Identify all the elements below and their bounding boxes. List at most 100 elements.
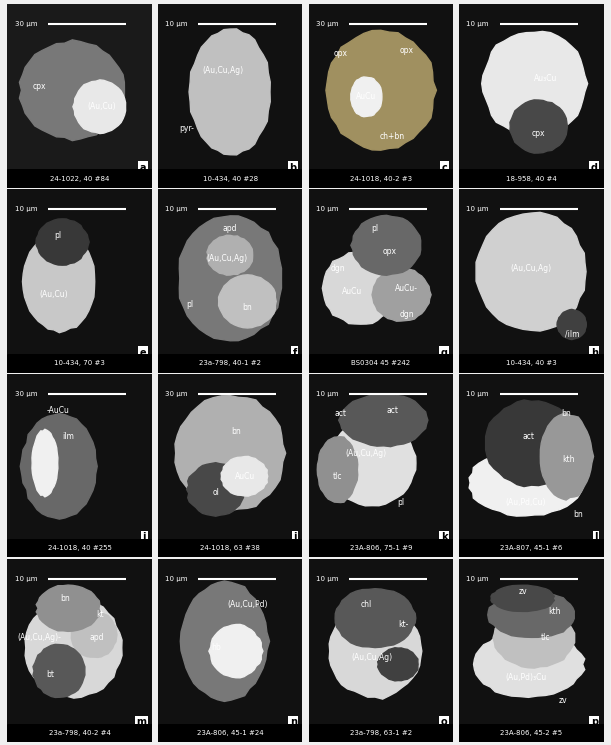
Text: Au₃Cu: Au₃Cu <box>534 74 558 83</box>
Text: apd: apd <box>90 633 104 642</box>
Text: act: act <box>522 432 535 441</box>
Text: 10 μm: 10 μm <box>316 576 338 582</box>
Polygon shape <box>20 413 97 519</box>
Polygon shape <box>540 413 593 500</box>
Polygon shape <box>180 581 269 701</box>
Polygon shape <box>481 31 588 136</box>
Text: 10 μm: 10 μm <box>466 576 489 582</box>
Text: pl: pl <box>54 231 62 240</box>
Text: 10 μm: 10 μm <box>165 22 188 28</box>
Text: p: p <box>591 717 598 727</box>
Text: a: a <box>139 163 146 173</box>
Polygon shape <box>351 77 382 117</box>
Text: (Au,Cu,Ag): (Au,Cu,Ag) <box>351 653 393 662</box>
Text: AuCu: AuCu <box>356 92 376 101</box>
Polygon shape <box>378 647 418 681</box>
Text: opx: opx <box>334 49 347 58</box>
Text: kt: kt <box>96 610 104 619</box>
Polygon shape <box>179 216 282 340</box>
Text: 24-1018, 40-2 #3: 24-1018, 40-2 #3 <box>349 176 412 182</box>
Text: pl: pl <box>398 498 404 507</box>
Text: 10 μm: 10 μm <box>466 391 489 397</box>
Polygon shape <box>317 437 357 503</box>
Text: opx: opx <box>400 46 414 55</box>
Text: (Au,Pd)₃Cu: (Au,Pd)₃Cu <box>505 673 546 682</box>
Text: 23A-806, 45-1 #24: 23A-806, 45-1 #24 <box>197 730 263 736</box>
Text: o: o <box>441 717 447 727</box>
Text: BS0304 45 #242: BS0304 45 #242 <box>351 361 411 367</box>
Text: cpx: cpx <box>532 129 546 138</box>
Polygon shape <box>20 39 125 141</box>
Text: (Au,Cu): (Au,Cu) <box>87 102 115 111</box>
Text: pl: pl <box>371 224 379 233</box>
Polygon shape <box>476 212 586 331</box>
Text: bn: bn <box>573 510 582 519</box>
Polygon shape <box>474 631 585 697</box>
Text: (Au,Cu,Ag)-: (Au,Cu,Ag)- <box>17 633 61 642</box>
Polygon shape <box>491 586 554 612</box>
Polygon shape <box>175 396 286 510</box>
Text: dgn: dgn <box>400 310 414 319</box>
Polygon shape <box>71 612 117 657</box>
Text: 10-434, 40 #28: 10-434, 40 #28 <box>203 176 258 182</box>
Text: m: m <box>136 717 146 727</box>
Polygon shape <box>73 80 126 133</box>
Text: zv: zv <box>559 696 568 705</box>
Text: /ilm: /ilm <box>565 330 579 339</box>
Text: 30 μm: 30 μm <box>316 22 338 28</box>
Polygon shape <box>493 608 575 668</box>
Polygon shape <box>557 309 587 340</box>
Text: dgn: dgn <box>330 264 345 273</box>
Text: c: c <box>442 163 447 173</box>
Text: 10 μm: 10 μm <box>466 206 489 212</box>
Text: 23a-798, 40-1 #2: 23a-798, 40-1 #2 <box>199 361 261 367</box>
Text: (Au,Cu,Ag): (Au,Cu,Ag) <box>511 264 552 273</box>
Polygon shape <box>25 597 122 698</box>
Text: i: i <box>142 533 146 542</box>
Text: opx: opx <box>382 247 397 256</box>
Text: pyr-: pyr- <box>180 124 194 133</box>
Text: chl: chl <box>360 600 372 609</box>
Polygon shape <box>329 603 422 699</box>
Polygon shape <box>36 219 89 265</box>
Text: e: e <box>139 348 146 358</box>
Text: bn: bn <box>60 594 70 603</box>
Text: (Au,Pd,Cu): (Au,Pd,Cu) <box>505 498 546 507</box>
Text: hb: hb <box>211 644 221 653</box>
Text: 24-1018, 63 #38: 24-1018, 63 #38 <box>200 545 260 551</box>
Polygon shape <box>335 589 415 647</box>
Polygon shape <box>32 429 58 497</box>
Text: h: h <box>591 348 598 358</box>
Polygon shape <box>209 624 263 678</box>
Text: tlc: tlc <box>541 633 551 642</box>
Text: 23A-806, 45-2 #5: 23A-806, 45-2 #5 <box>500 730 563 736</box>
Text: kth: kth <box>548 607 561 616</box>
Text: (Au,Cu,Ag): (Au,Cu,Ag) <box>346 448 387 457</box>
Polygon shape <box>186 463 244 516</box>
Text: kt-: kt- <box>399 621 409 630</box>
Text: n: n <box>290 717 297 727</box>
Polygon shape <box>36 585 100 631</box>
Text: ol: ol <box>212 488 219 497</box>
Text: 23A-806, 75-1 #9: 23A-806, 75-1 #9 <box>349 545 412 551</box>
Text: 23a-798, 40-2 #4: 23a-798, 40-2 #4 <box>49 730 111 736</box>
Text: 23A-807, 45-1 #6: 23A-807, 45-1 #6 <box>500 545 563 551</box>
Text: cpx: cpx <box>32 83 46 92</box>
Text: 10-434, 40 #3: 10-434, 40 #3 <box>506 361 557 367</box>
Polygon shape <box>207 235 252 275</box>
Text: 10 μm: 10 μm <box>316 206 338 212</box>
Text: apd: apd <box>223 224 238 233</box>
Text: 30 μm: 30 μm <box>15 22 37 28</box>
Text: act: act <box>334 409 346 418</box>
Polygon shape <box>221 457 268 496</box>
Text: d: d <box>591 163 598 173</box>
Text: 10 μm: 10 μm <box>15 206 37 212</box>
Polygon shape <box>23 230 95 333</box>
Text: 10 μm: 10 μm <box>316 391 338 397</box>
Polygon shape <box>351 215 421 276</box>
Text: 30 μm: 30 μm <box>15 391 37 397</box>
Text: 10 μm: 10 μm <box>466 22 489 28</box>
Text: f: f <box>293 348 297 358</box>
Text: l: l <box>595 533 598 542</box>
Text: bn: bn <box>231 427 241 437</box>
